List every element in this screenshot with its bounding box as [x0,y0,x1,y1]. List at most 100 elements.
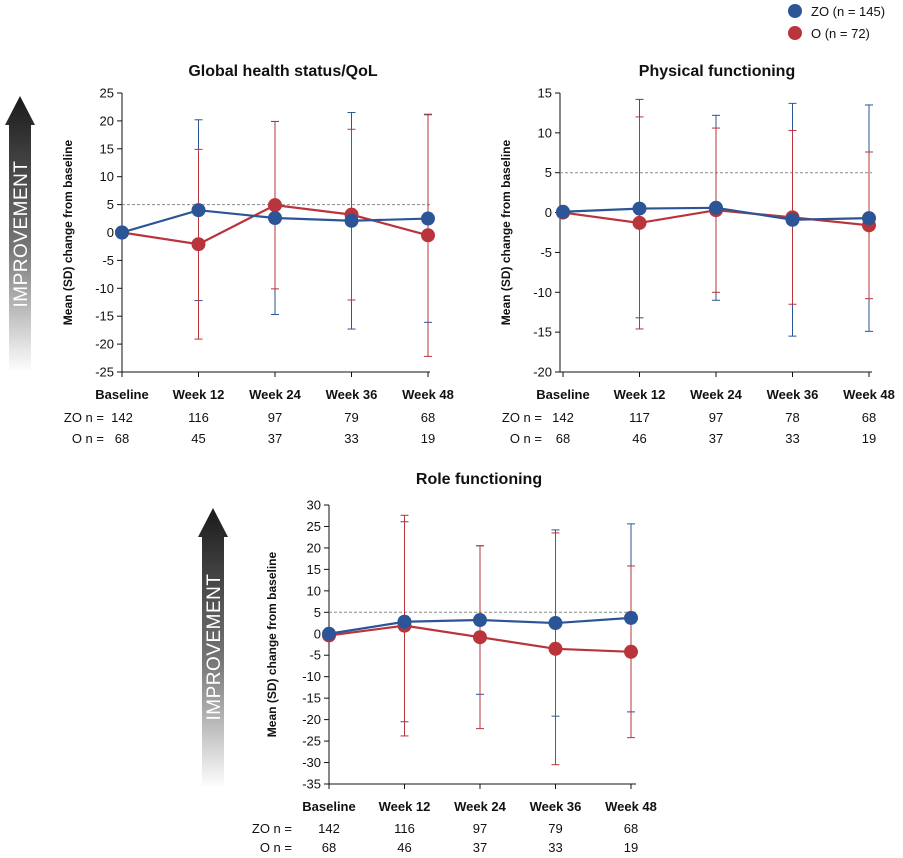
n-value-o: 33 [548,840,562,855]
legend-marker-o [788,26,802,40]
y-tick-label: 5 [545,165,552,180]
n-value-zo: 142 [318,821,340,836]
n-value-o: 68 [115,431,129,446]
y-tick-label: 0 [107,225,114,240]
x-category-label: Week 24 [454,799,507,814]
y-tick-label: -25 [95,365,114,380]
y-tick-label: -30 [302,755,321,770]
y-tick-label: 15 [100,141,114,156]
x-category-label: Week 48 [605,799,657,814]
x-category-label: Week 48 [402,387,454,402]
y-tick-label: -5 [102,253,114,268]
n-value-o: 37 [473,840,487,855]
chart-title: Role functioning [416,471,542,488]
data-point-o [632,215,647,230]
n-value-o: 46 [397,840,411,855]
data-point-zo [322,626,336,641]
n-value-o: 33 [344,431,358,446]
y-tick-label: 10 [307,583,321,598]
n-row-label-o: O n = [260,840,292,855]
chart-panel-1: Global health status/QoL Mean (SD) change… [61,63,454,446]
x-category-label: Week 36 [767,387,819,402]
y-tick-label: -20 [95,337,114,352]
legend: ZO (n = 145) O (n = 72) [788,4,885,41]
n-value-zo: 79 [548,821,562,836]
n-value-o: 68 [322,840,336,855]
n-value-o: 19 [862,431,876,446]
data-point-o [268,198,282,213]
data-point-zo [785,212,800,227]
chart-title: Physical functioning [639,63,795,80]
legend-marker-zo [788,4,802,18]
legend-label-zo: ZO (n = 145) [811,4,885,19]
y-tick-label: -10 [302,669,321,684]
data-point-zo [344,213,359,228]
y-tick-label: -20 [302,712,321,727]
data-point-zo [548,616,563,631]
n-value-o: 37 [709,431,723,446]
y-tick-label: -25 [302,734,321,749]
n-row-label-zo: ZO n = [502,410,542,425]
y-axis-label: Mean (SD) change from baseline [265,551,279,737]
y-tick-label: 20 [307,540,321,555]
n-value-zo: 116 [188,410,209,425]
n-value-zo: 78 [785,410,799,425]
data-point-zo [624,610,638,625]
y-tick-label: 25 [100,86,114,101]
data-point-zo [709,200,723,215]
n-value-zo: 68 [624,821,638,836]
chart-panel-2: Physical functioning Mean (SD) change fro… [499,63,895,446]
n-value-zo: 97 [268,410,282,425]
y-tick-label: 10 [100,169,114,184]
x-category-label: Week 24 [690,387,743,402]
y-tick-label: -15 [533,325,552,340]
n-value-zo: 142 [552,410,574,425]
improvement-arrow-top: IMPROVEMENT [5,96,35,372]
x-category-label: Week 24 [249,387,302,402]
data-point-o [421,228,435,243]
x-category-label: Week 12 [614,387,666,402]
data-point-o [473,630,487,645]
y-tick-label: -5 [309,648,321,663]
y-axis-label: Mean (SD) change from baseline [61,139,75,325]
y-tick-label: 30 [307,498,321,513]
y-tick-label: -35 [302,777,321,792]
n-value-o: 68 [556,431,570,446]
n-value-zo: 79 [344,410,358,425]
data-point-zo [191,203,206,218]
improvement-label-bottom: IMPROVEMENT [204,574,225,721]
data-point-zo [115,225,129,240]
data-point-zo [862,211,876,226]
n-value-o: 19 [421,431,435,446]
n-value-zo: 68 [862,410,876,425]
x-category-label: Week 36 [530,799,582,814]
chart-title: Global health status/QoL [188,63,378,80]
y-tick-label: -5 [540,245,552,260]
data-point-zo [473,613,487,628]
n-value-o: 19 [624,840,638,855]
x-category-label: Baseline [536,387,589,402]
chart-panel-3: Role functioning Mean (SD) change from ba… [252,471,657,855]
n-value-zo: 68 [421,410,435,425]
data-point-zo [268,210,282,225]
legend-label-o: O (n = 72) [811,26,870,41]
y-tick-label: 25 [307,519,321,534]
y-tick-label: 0 [545,205,552,220]
n-row-label-o: O n = [72,431,104,446]
n-row-label-zo: ZO n = [64,410,104,425]
y-tick-label: 0 [314,626,321,641]
x-category-label: Week 48 [843,387,895,402]
n-value-o: 45 [191,431,205,446]
data-point-zo [397,614,412,629]
improvement-label-top: IMPROVEMENT [11,161,32,308]
y-tick-label: 5 [314,605,321,620]
n-value-o: 33 [785,431,799,446]
x-category-label: Week 12 [379,799,431,814]
data-point-o [191,237,206,252]
y-tick-label: 15 [307,562,321,577]
n-row-label-zo: ZO n = [252,821,292,836]
n-value-zo: 97 [709,410,723,425]
y-axis-label: Mean (SD) change from baseline [499,139,513,325]
